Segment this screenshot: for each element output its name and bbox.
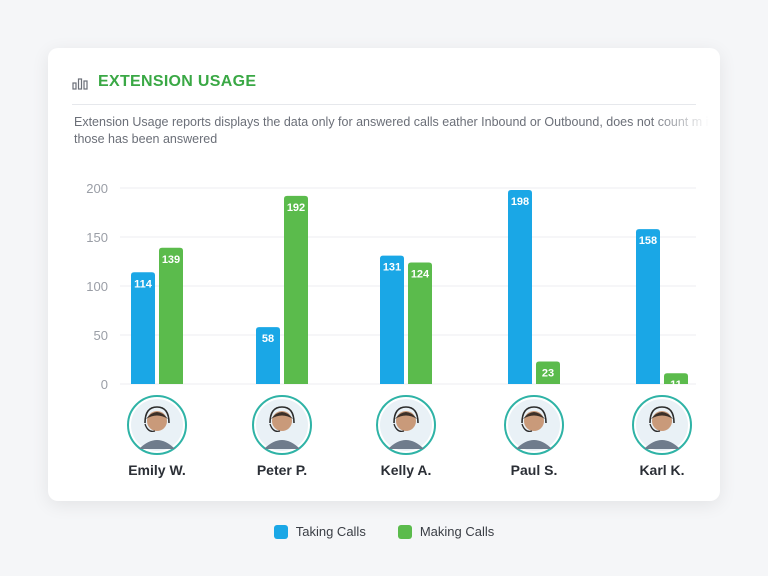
bar-value-label: 198 <box>511 196 529 208</box>
bar-value-label: 158 <box>639 235 657 247</box>
card-title: EXTENSION USAGE <box>98 73 257 90</box>
y-tick-label: 150 <box>86 230 108 245</box>
description-fade <box>650 108 720 130</box>
y-tick-label: 100 <box>86 279 108 294</box>
bar-value-label: 139 <box>162 254 180 266</box>
legend-item-taking[interactable]: Taking Calls <box>273 524 366 539</box>
bar-taking[interactable] <box>508 189 532 384</box>
bar-taking[interactable] <box>256 327 280 384</box>
bar-taking[interactable] <box>131 272 155 384</box>
person-name-label: Peter P. <box>257 462 307 478</box>
avatar-icon <box>632 395 692 455</box>
y-tick-label: 200 <box>86 181 108 196</box>
person-name-label: Emily W. <box>128 462 186 478</box>
y-tick-label: 0 <box>101 377 108 392</box>
bar-chart-icon <box>72 78 88 90</box>
bar-making[interactable] <box>284 195 308 384</box>
bar-taking[interactable] <box>636 229 660 384</box>
y-tick-label: 50 <box>94 328 108 343</box>
bar-making[interactable] <box>408 262 432 384</box>
bar-making[interactable] <box>536 361 560 384</box>
bar-taking[interactable] <box>380 255 404 384</box>
bar-value-label: 23 <box>542 367 554 379</box>
bar-value-label: 131 <box>383 262 401 274</box>
legend-swatch-making <box>397 524 412 539</box>
bar-making[interactable] <box>159 247 183 384</box>
avatar-icon <box>252 395 312 455</box>
card-description: Extension Usage reports displays the dat… <box>74 115 712 146</box>
legend-swatch-taking <box>273 524 288 539</box>
bar-value-label: 58 <box>262 333 274 345</box>
avatar-icon <box>504 395 564 455</box>
legend-label-making: Making Calls <box>419 524 495 539</box>
person-name-label: Paul S. <box>511 462 558 478</box>
bar-value-label: 114 <box>134 278 153 290</box>
bar-value-label: 192 <box>287 202 305 214</box>
person-name-label: Kelly A. <box>381 462 432 478</box>
card-header: EXTENSION USAGE <box>72 70 696 105</box>
avatar-icon <box>376 395 436 455</box>
bar-making[interactable] <box>664 373 688 384</box>
bar-value-label: 11 <box>670 379 682 391</box>
bar-value-label: 124 <box>411 268 430 280</box>
avatar-icon <box>127 395 187 455</box>
person-name-label: Karl K. <box>639 462 684 478</box>
chart-legend: Taking Calls Making Calls <box>0 524 768 539</box>
legend-item-making[interactable]: Making Calls <box>397 524 495 539</box>
legend-label-taking: Taking Calls <box>295 524 366 539</box>
